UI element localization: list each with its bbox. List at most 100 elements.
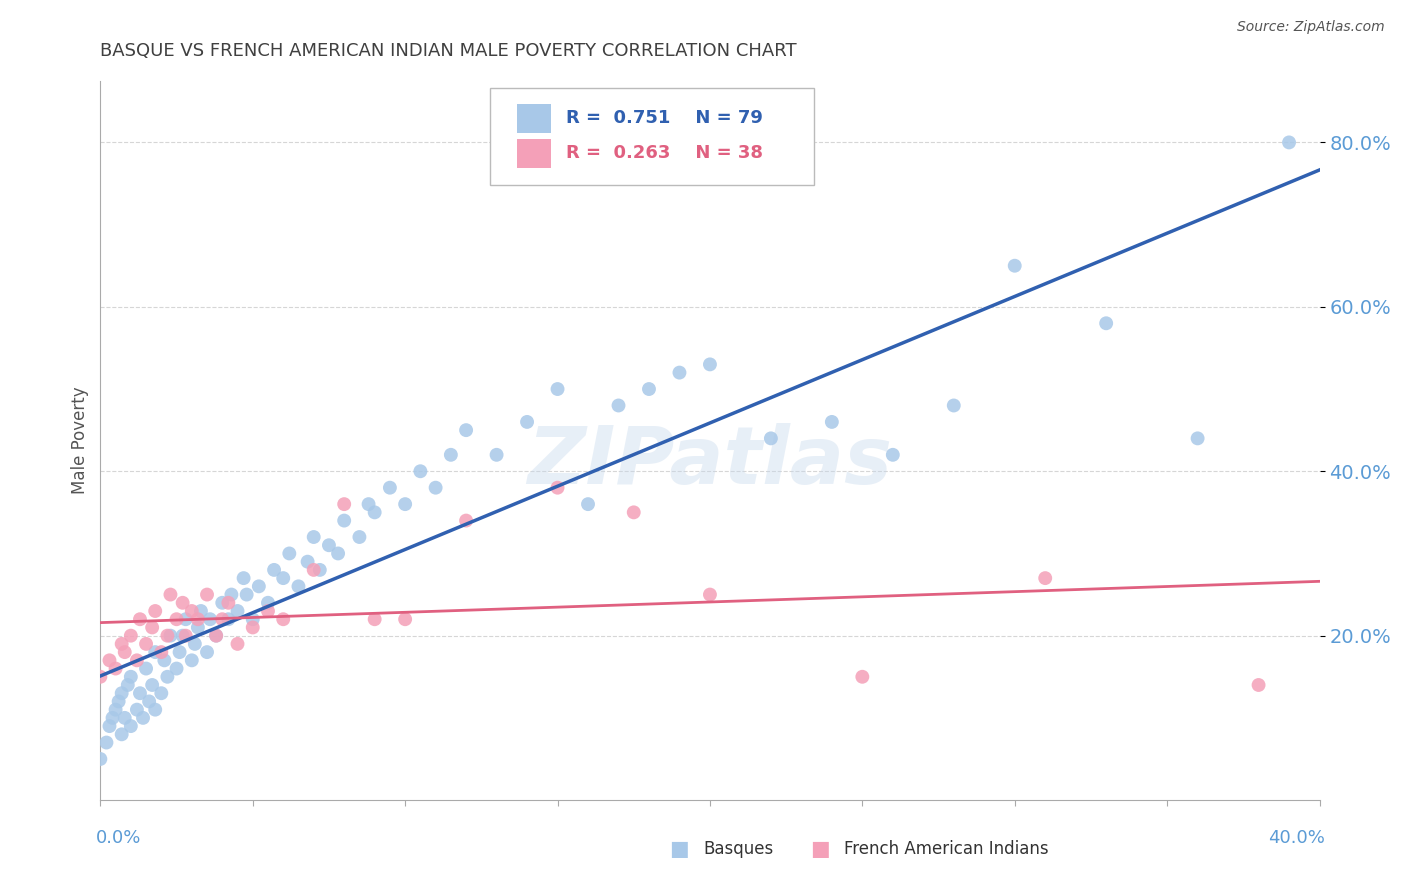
Point: [1033, 571, 1056, 585]
Point: [180, 653, 202, 667]
Point: [141, 678, 163, 692]
Point: [242, 620, 264, 634]
Point: [326, 546, 349, 560]
Point: [107, 694, 129, 708]
Point: [89, 670, 111, 684]
Point: [1095, 316, 1118, 330]
Bar: [517, 103, 551, 133]
Point: [247, 579, 270, 593]
Point: [101, 711, 124, 725]
Point: [1278, 136, 1301, 150]
Point: [297, 555, 319, 569]
Point: [166, 661, 188, 675]
Point: [1247, 678, 1270, 692]
Point: [378, 481, 401, 495]
Point: [1004, 259, 1026, 273]
Point: [271, 612, 294, 626]
Point: [668, 366, 690, 380]
Point: [120, 670, 142, 684]
Point: [226, 604, 249, 618]
Point: [135, 637, 157, 651]
Point: [132, 711, 155, 725]
Point: [232, 571, 254, 585]
Point: [172, 596, 194, 610]
Point: [135, 661, 157, 675]
Text: BASQUE VS FRENCH AMERICAN INDIAN MALE POVERTY CORRELATION CHART: BASQUE VS FRENCH AMERICAN INDIAN MALE PO…: [100, 42, 797, 60]
Point: [184, 637, 207, 651]
Text: 0.0%: 0.0%: [96, 830, 141, 847]
Point: [174, 629, 197, 643]
Point: [287, 579, 309, 593]
Point: [114, 645, 136, 659]
FancyBboxPatch shape: [491, 88, 814, 185]
Point: [607, 399, 630, 413]
Text: R =  0.263    N = 38: R = 0.263 N = 38: [567, 145, 763, 162]
Point: [440, 448, 463, 462]
Point: [302, 563, 325, 577]
Point: [547, 481, 569, 495]
Text: ■: ■: [810, 839, 830, 859]
Point: [623, 505, 645, 519]
Bar: [517, 139, 551, 168]
Point: [104, 661, 127, 675]
Point: [120, 629, 142, 643]
Point: [111, 686, 134, 700]
Point: [211, 612, 233, 626]
Point: [409, 464, 432, 478]
Point: [516, 415, 538, 429]
Point: [302, 530, 325, 544]
Point: [235, 588, 257, 602]
Point: [456, 514, 478, 528]
Point: [159, 629, 181, 643]
Point: [150, 645, 173, 659]
Point: [129, 612, 152, 626]
Text: ZIPatlas: ZIPatlas: [527, 423, 893, 501]
Point: [166, 612, 188, 626]
Point: [308, 563, 330, 577]
Point: [125, 653, 148, 667]
Point: [217, 612, 239, 626]
Point: [257, 604, 280, 618]
Point: [141, 620, 163, 634]
Point: [187, 612, 209, 626]
Point: [333, 514, 356, 528]
Point: [333, 497, 356, 511]
Point: [89, 752, 111, 766]
Text: 40.0%: 40.0%: [1268, 830, 1324, 847]
Point: [195, 588, 218, 602]
Point: [172, 629, 194, 643]
Point: [271, 571, 294, 585]
Point: [363, 505, 385, 519]
Text: Source: ZipAtlas.com: Source: ZipAtlas.com: [1237, 20, 1385, 34]
Point: [98, 719, 121, 733]
Point: [394, 612, 416, 626]
Point: [153, 653, 176, 667]
Point: [114, 711, 136, 725]
Point: [759, 431, 782, 445]
Point: [174, 612, 197, 626]
Text: R =  0.751    N = 79: R = 0.751 N = 79: [567, 109, 763, 128]
Point: [187, 620, 209, 634]
Point: [143, 604, 166, 618]
Point: [851, 670, 873, 684]
Point: [821, 415, 844, 429]
Point: [156, 670, 179, 684]
Point: [456, 423, 478, 437]
Point: [357, 497, 380, 511]
Point: [221, 588, 243, 602]
Point: [318, 538, 340, 552]
Point: [150, 686, 173, 700]
Point: [257, 596, 280, 610]
Point: [211, 596, 233, 610]
Point: [104, 703, 127, 717]
Point: [143, 703, 166, 717]
Text: Basques: Basques: [703, 840, 773, 858]
Point: [638, 382, 661, 396]
Point: [226, 637, 249, 651]
Point: [98, 653, 121, 667]
Text: French American Indians: French American Indians: [844, 840, 1049, 858]
Point: [425, 481, 447, 495]
Point: [190, 604, 212, 618]
Y-axis label: Male Poverty: Male Poverty: [72, 386, 89, 494]
Point: [394, 497, 416, 511]
